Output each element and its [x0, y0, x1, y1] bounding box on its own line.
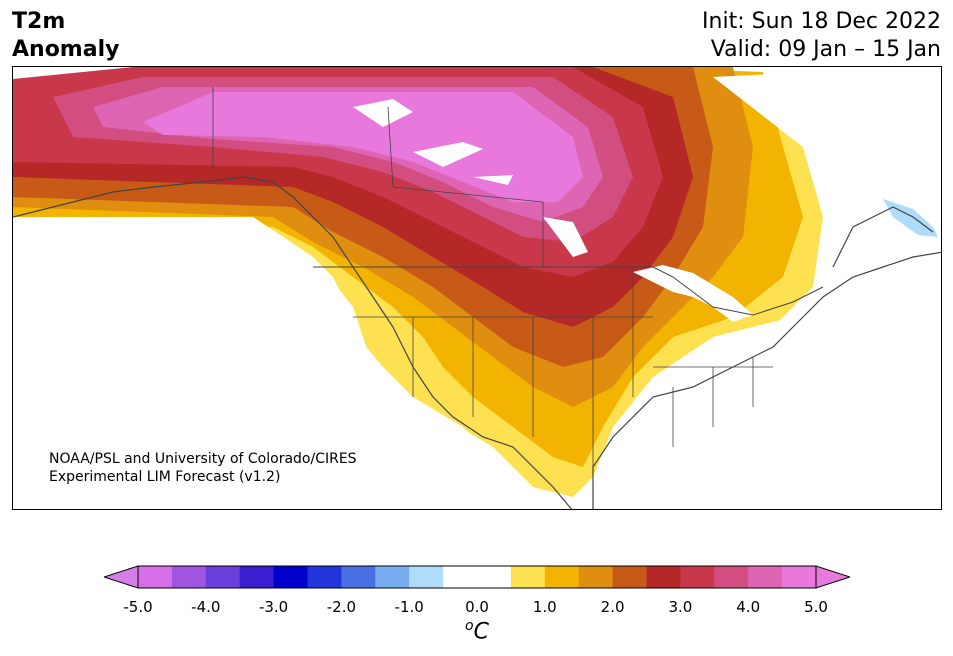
colorbar-segment	[680, 566, 715, 588]
colorbar-segment	[782, 566, 817, 588]
near-zero-region-west	[13, 217, 532, 509]
colorbar-extend-low	[104, 565, 139, 589]
credit-line-2: Experimental LIM Forecast (v1.2)	[49, 469, 281, 485]
great-lakes-water	[633, 265, 753, 322]
colorbar-tick-label: 5.0	[804, 598, 828, 616]
colorbar-extend-high	[815, 565, 850, 589]
title-line-2: Anomaly	[12, 37, 120, 62]
colorbar-tick-label: -5.0	[123, 598, 153, 616]
colorbar-segment	[307, 566, 342, 588]
title-line-1: T2m	[12, 9, 66, 34]
country-border	[313, 266, 824, 316]
colorbar-segment	[138, 566, 173, 588]
colorbar-outline	[137, 565, 817, 589]
unit-celsius: C	[473, 619, 489, 645]
colorbar-segment	[205, 566, 241, 588]
colorbar-segment	[578, 566, 614, 588]
hudson-bay-water	[353, 99, 588, 257]
colorbar-segment	[477, 566, 512, 588]
colorbar	[104, 565, 850, 589]
colorbar-tick-label: -3.0	[258, 598, 289, 616]
anomaly-fill-9	[143, 92, 583, 202]
colorbar-segment	[612, 566, 647, 588]
colorbar-tick-label: 2.0	[600, 598, 625, 616]
init-date: Init: Sun 18 Dec 2022	[702, 9, 941, 34]
colorbar-segment	[714, 566, 749, 588]
colorbar-tick-label: 0.0	[465, 598, 489, 616]
unit-degree: o	[465, 618, 474, 634]
valid-range: Valid: 09 Jan – 15 Jan	[710, 37, 941, 62]
colorbar-tick-label: -1.0	[394, 598, 424, 616]
colorbar-segment	[171, 566, 207, 588]
state-province-borders	[212, 87, 773, 467]
colorbar-segments	[138, 566, 817, 588]
colorbar-segment	[443, 566, 478, 588]
colorbar-tick-label: -2.0	[326, 598, 357, 616]
near-zero-region-east	[653, 67, 941, 509]
colorbar-segment	[544, 566, 580, 588]
colorbar-tick-label: 4.0	[736, 598, 761, 616]
colorbar-unit: oC	[465, 618, 489, 644]
forecast-dates: Init: Sun 18 Dec 2022 Valid: 09 Jan – 15…	[702, 8, 941, 64]
anomaly-map	[12, 66, 942, 510]
colorbar-tick-label: 3.0	[668, 598, 693, 616]
credit-line-1: NOAA/PSL and University of Colorado/CIRE…	[49, 451, 357, 467]
forecast-credit: NOAA/PSL and University of Colorado/CIRE…	[49, 450, 357, 486]
colorbar-segment	[646, 566, 681, 588]
colorbar-segment	[341, 566, 376, 588]
colorbar-segment	[239, 566, 275, 588]
anomaly-map-svg	[13, 67, 941, 509]
colorbar-ticks: -5.0 -4.0 -3.0 -2.0 -1.0 0.0 1.0 2.0 3.0 4.0 5.0	[0, 598, 953, 618]
map-title: T2m Anomaly	[12, 8, 119, 64]
colorbar-segment	[510, 566, 546, 588]
colorbar-tick-label: 1.0	[532, 598, 557, 616]
colorbar-segment	[409, 566, 444, 588]
colorbar-segment	[375, 566, 410, 588]
colorbar-segment	[273, 566, 308, 588]
colorbar-segment	[748, 566, 783, 588]
colorbar-tick-label: -4.0	[191, 598, 221, 616]
